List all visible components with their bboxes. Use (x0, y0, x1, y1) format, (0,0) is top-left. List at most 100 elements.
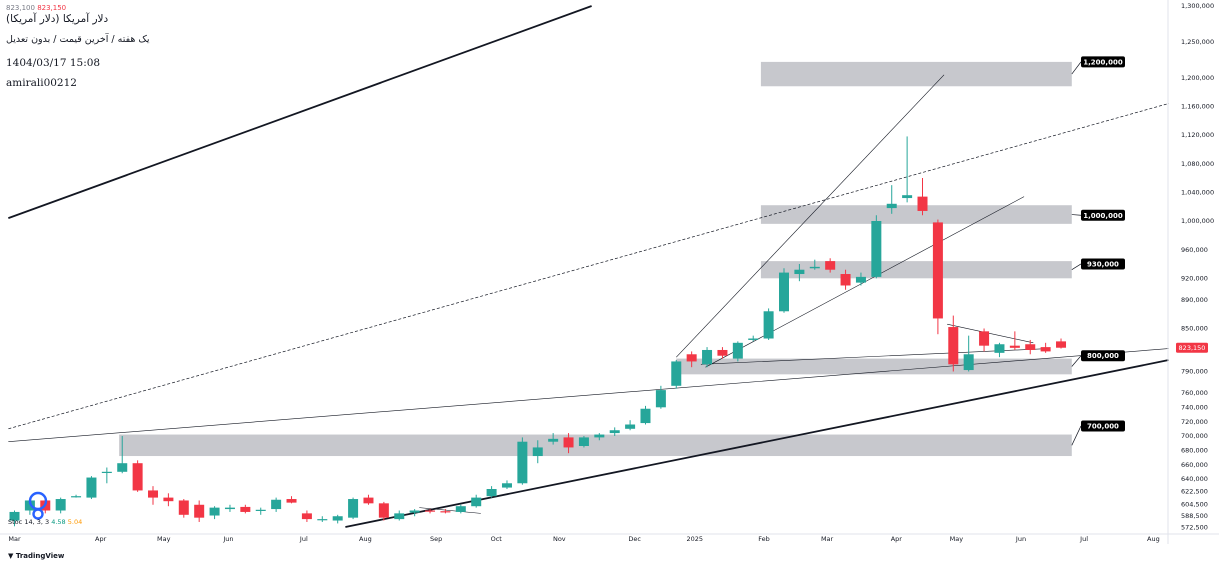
candle-body (101, 471, 112, 474)
y-tick-label: 850,000 (1181, 325, 1208, 333)
candle-down (840, 269, 851, 290)
candle-up (963, 335, 974, 372)
candle-body (132, 463, 143, 491)
candle-body (763, 311, 774, 339)
candle-up (501, 480, 512, 490)
candle-down (825, 258, 836, 273)
candle-body (440, 511, 451, 513)
candle-down (932, 219, 943, 335)
candle-body (455, 506, 466, 512)
candle-body (301, 513, 312, 520)
candle-body (794, 269, 805, 275)
candle-up (994, 342, 1005, 358)
candle-up (71, 494, 82, 498)
candle-up (348, 497, 359, 520)
x-tick-label: Aug (1147, 535, 1160, 543)
candle-down (378, 501, 389, 521)
indicator-params: 14, 3, 3 (24, 518, 50, 526)
brand-logo[interactable]: ▼ TradingView (8, 552, 64, 560)
y-tick-label: 1,080,000 (1181, 160, 1214, 168)
candle-body (717, 349, 728, 356)
candle-down (717, 347, 728, 359)
zone-label: 1,200,000 (1071, 56, 1125, 75)
zone-label-bg (1081, 56, 1125, 68)
candle-body (886, 203, 897, 209)
zone-label: 1,000,000 (1071, 209, 1125, 221)
candle-body (979, 331, 990, 346)
candle-up (548, 433, 559, 445)
candle-body (271, 499, 282, 510)
candle-up (101, 467, 112, 484)
candle-body (148, 490, 159, 498)
candle-up (55, 497, 66, 514)
candle-down (301, 510, 312, 522)
x-tick-label: Jun (1015, 535, 1026, 543)
candle-body (963, 354, 974, 371)
candle-down (440, 509, 451, 514)
zone-label-text: 800,000 (1087, 352, 1119, 360)
zone-label-bg (1081, 258, 1125, 270)
trend-line (700, 348, 1049, 365)
symbol-title[interactable]: دلار آمریکا (دلار آمریکا) (6, 13, 109, 25)
candle-body (394, 513, 405, 520)
candle-up (855, 272, 866, 286)
candle-up (732, 341, 743, 362)
candle-body (378, 503, 389, 518)
candle-down (163, 493, 174, 507)
candle-up (748, 335, 759, 342)
candle-body (578, 437, 589, 447)
candle-up (763, 308, 774, 340)
x-tick-label: Mar (8, 535, 21, 543)
y-tick-label: 1,250,000 (1181, 38, 1214, 46)
candle-body (55, 499, 66, 511)
candle-up (517, 437, 528, 485)
trend-line (676, 74, 945, 358)
candle-body (317, 519, 328, 521)
candle-down (917, 177, 928, 216)
candle-down (686, 351, 697, 368)
candle-body (240, 506, 251, 512)
candle-body (1009, 345, 1020, 348)
chart-author: amirali00212 (6, 77, 77, 89)
x-tick-label: May (950, 535, 964, 543)
y-tick-label: 1,160,000 (1181, 103, 1214, 111)
candle-down (425, 509, 436, 514)
trend-line (947, 323, 1034, 344)
x-tick-label: Oct (491, 535, 503, 543)
candle-down (178, 499, 189, 518)
x-tick-label: Nov (553, 535, 566, 543)
y-tick-label: 790,000 (1181, 368, 1208, 376)
x-tick-label: Apr (95, 535, 107, 543)
candle-body (1025, 344, 1036, 350)
candle-up (609, 427, 620, 436)
candle-body (9, 511, 20, 521)
zone-rect (119, 434, 1072, 457)
x-tick-label: Dec (628, 535, 641, 543)
x-tick-label: Jul (1079, 535, 1088, 543)
candle-up (594, 433, 605, 441)
candle-body (224, 507, 235, 510)
candle-body (363, 497, 374, 504)
tradingview-icon: ▼ (8, 552, 16, 560)
candle-down (286, 496, 297, 504)
candle-up (271, 497, 282, 512)
candle-up (117, 435, 128, 474)
candle-up (455, 504, 466, 514)
zone-rect (760, 261, 1072, 279)
candle-up (640, 405, 651, 425)
candle-body (809, 266, 820, 269)
candle-down (1056, 338, 1067, 349)
candle-body (1040, 347, 1051, 352)
candle-body (332, 516, 343, 521)
time-axis: Mar Apr May Jun Jul Aug Sep Oct Nov Dec 2025 Feb Mar… (8, 535, 1159, 543)
indicator-legend[interactable]: Stoc 14, 3, 3 4.58 5.04 (8, 518, 82, 526)
ohlc-prefix: 823,100 (6, 4, 35, 12)
candle-body (24, 500, 35, 511)
candle-body (655, 390, 666, 408)
logo-icon (26, 490, 50, 520)
candle-down (194, 500, 205, 522)
candle-body (486, 489, 497, 497)
candle-body (779, 272, 789, 312)
last-price-text: 823,150 (1179, 344, 1206, 352)
